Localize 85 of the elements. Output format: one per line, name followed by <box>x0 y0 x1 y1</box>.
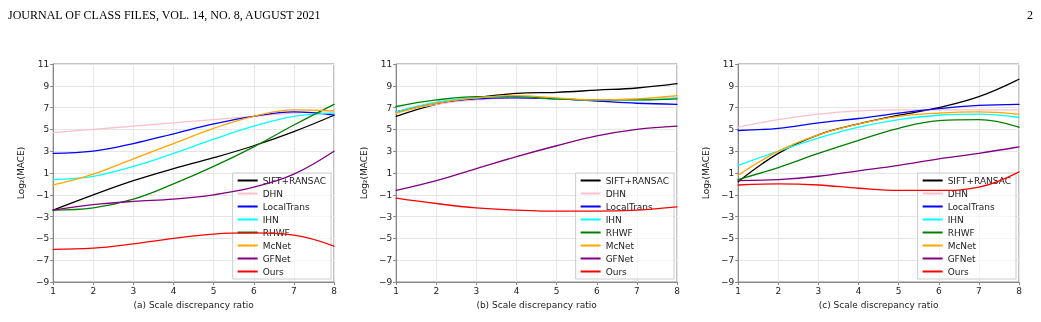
y-tick-label: −3 <box>35 211 50 222</box>
legend-label: IHN <box>947 214 964 225</box>
y-tick-label: −1 <box>720 189 735 200</box>
y-tick-label: 1 <box>385 168 392 178</box>
legend-label: RHWF <box>947 227 975 238</box>
x-tick-label: 6 <box>935 285 942 296</box>
legend-label: RHWF <box>605 227 633 238</box>
legend-label: DHN <box>262 188 284 199</box>
legend-label: Ours <box>947 266 970 277</box>
legend-label: McNet <box>262 240 292 251</box>
legend-label: IHN <box>605 214 622 225</box>
y-tick-label: −9 <box>720 277 735 287</box>
x-tick-label: 3 <box>130 285 137 296</box>
y-tick-label: −1 <box>35 189 50 200</box>
x-tick-label: 3 <box>815 285 822 296</box>
y-tick-label: 3 <box>728 146 735 157</box>
y-axis-title: Log₂(MACE) <box>15 146 26 200</box>
x-tick-label: 5 <box>553 285 560 296</box>
x-tick-label: 2 <box>432 285 439 296</box>
legend-label: GFNet <box>262 253 292 264</box>
legend-label: Ours <box>262 266 285 277</box>
y-tick-label: 7 <box>385 102 392 113</box>
y-tick-label: 5 <box>728 124 735 135</box>
x-tick-label: 8 <box>1016 285 1023 296</box>
legend-label: McNet <box>947 240 977 251</box>
y-tick-label: −7 <box>378 255 392 266</box>
y-tick-label: 9 <box>728 80 735 91</box>
legend-label: GFNet <box>605 253 634 264</box>
y-tick-label: 3 <box>43 146 50 157</box>
x-tick-label: 6 <box>593 285 600 296</box>
y-tick-label: 11 <box>380 59 392 69</box>
x-tick-label: 6 <box>250 285 257 296</box>
x-tick-label: 4 <box>513 285 520 296</box>
legend-label: LocalTrans <box>605 201 653 212</box>
x-tick-label: 7 <box>633 285 640 296</box>
x-tick-label: 1 <box>392 285 399 296</box>
legend-label: SIFT+RANSAC <box>605 175 669 186</box>
y-axis-title: Log₂(MACE) <box>358 146 368 200</box>
y-tick-label: 7 <box>728 102 735 113</box>
text: JOURNAL OF CLASS FILES, VOL. 14, NO. 8, AUGUST 2021 <box>8 8 321 22</box>
legend-label: LocalTrans <box>947 201 996 212</box>
y-tick-label: −1 <box>378 189 392 200</box>
x-tick-label: 3 <box>473 285 479 296</box>
y-tick-label: −5 <box>378 233 392 244</box>
y-tick-label: −5 <box>720 233 735 244</box>
y-tick-label: 9 <box>385 80 392 91</box>
x-axis-title: (a) Scale discrepancy ratio <box>133 299 255 310</box>
legend-label: LocalTrans <box>262 201 311 212</box>
x-tick-label: 4 <box>855 285 862 296</box>
x-tick-label: 1 <box>50 285 57 296</box>
x-axis-title: (b) Scale discrepancy ratio <box>475 299 597 310</box>
y-tick-label: 1 <box>728 168 735 178</box>
y-tick-label: −7 <box>35 255 50 266</box>
y-tick-label: 9 <box>43 80 50 91</box>
x-tick-label: 5 <box>210 285 217 296</box>
x-tick-label: 7 <box>291 285 297 296</box>
y-tick-label: −7 <box>720 255 735 266</box>
x-tick-label: 1 <box>735 285 742 296</box>
legend-label: Ours <box>605 266 627 277</box>
y-tick-label: 11 <box>722 59 735 69</box>
y-tick-label: 1 <box>43 168 50 178</box>
y-tick-label: 7 <box>43 102 50 113</box>
text: 2 <box>1027 8 1034 22</box>
y-tick-label: −9 <box>35 277 50 287</box>
y-tick-label: 5 <box>43 124 50 135</box>
y-tick-label: −9 <box>378 277 392 287</box>
x-tick-label: 4 <box>170 285 177 296</box>
y-tick-label: −3 <box>720 211 735 222</box>
x-tick-label: 5 <box>895 285 902 296</box>
legend-label: DHN <box>605 188 626 199</box>
x-tick-label: 8 <box>673 285 680 296</box>
legend-label: McNet <box>605 240 635 251</box>
x-tick-label: 7 <box>976 285 982 296</box>
x-tick-label: 2 <box>90 285 97 296</box>
y-axis-title: Log₂(MACE) <box>700 146 711 200</box>
x-tick-label: 8 <box>331 285 338 296</box>
y-tick-label: −3 <box>378 211 392 222</box>
y-tick-label: 5 <box>385 124 392 135</box>
x-tick-label: 2 <box>775 285 782 296</box>
y-tick-label: 11 <box>37 59 50 69</box>
y-tick-label: 3 <box>385 146 392 157</box>
y-tick-label: −5 <box>35 233 50 244</box>
legend-label: IHN <box>262 214 279 225</box>
legend-label: GFNet <box>947 253 977 264</box>
x-axis-title: (c) Scale discrepancy ratio <box>818 299 939 310</box>
